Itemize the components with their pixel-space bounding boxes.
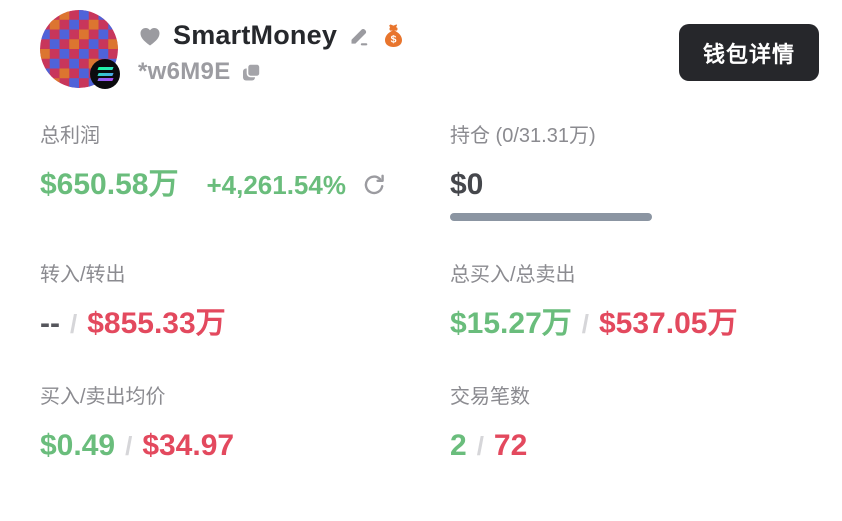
stat-total-buy-sell: 总买入/总卖出 $15.27万 / $537.05万 xyxy=(450,261,819,343)
transfer-in-value: -- xyxy=(40,307,60,340)
transfers-label: 转入/转出 xyxy=(40,264,126,286)
stat-holdings: 持仓 (0/31.31万) $0 xyxy=(450,122,819,221)
avg-price-label: 买入/卖出均价 xyxy=(40,386,166,408)
wallet-name: SmartMoney xyxy=(173,20,338,50)
transfer-out-value: $855.33万 xyxy=(87,307,226,340)
stat-avg-price: 买入/卖出均价 $0.49 / $34.97 xyxy=(40,383,450,465)
buy-trade-count: 2 xyxy=(450,429,467,462)
stat-total-profit: 总利润 $650.58万 +4,261.54% xyxy=(40,122,450,221)
total-buy-sell-label: 总买入/总卖出 xyxy=(450,264,576,286)
edit-pencil-icon[interactable] xyxy=(348,24,371,47)
sell-trade-count: 72 xyxy=(493,429,528,462)
transfers-separator: / xyxy=(69,309,78,339)
total-profit-percent: +4,261.54% xyxy=(206,170,346,200)
wallet-stats-grid: 总利润 $650.58万 +4,261.54% 持仓 (0/31.31万) $0 xyxy=(40,122,819,465)
total-profit-value: $650.58万 xyxy=(40,168,179,201)
wallet-identity: SmartMoney $ *w6M9E xyxy=(138,10,405,86)
trade-count-label: 交易笔数 xyxy=(450,386,530,408)
trade-count-separator: / xyxy=(476,431,484,461)
stat-trade-count: 交易笔数 2 / 72 xyxy=(450,383,819,465)
refresh-icon[interactable] xyxy=(362,173,386,197)
favorite-heart-icon[interactable] xyxy=(138,25,162,47)
avg-sell-price-value: $34.97 xyxy=(142,429,235,462)
total-sell-value: $537.05万 xyxy=(599,307,738,340)
solana-chain-badge-icon xyxy=(90,59,120,89)
stat-transfers: 转入/转出 -- / $855.33万 xyxy=(40,261,450,343)
total-buy-value: $15.27万 xyxy=(450,307,572,340)
holdings-value: $0 xyxy=(450,168,484,201)
total-buy-sell-separator: / xyxy=(581,309,589,339)
svg-text:$: $ xyxy=(391,34,397,46)
wallet-address: *w6M9E xyxy=(138,58,231,85)
wallet-details-button[interactable]: 钱包详情 xyxy=(678,24,819,81)
avg-buy-price-value: $0.49 xyxy=(40,429,116,462)
total-profit-label: 总利润 xyxy=(40,125,100,147)
holdings-label: 持仓 (0/31.31万) xyxy=(450,125,596,147)
money-bag-icon: $ xyxy=(382,23,405,48)
wallet-avatar xyxy=(40,10,120,89)
wallet-header: SmartMoney $ *w6M9E xyxy=(40,10,819,89)
avg-price-separator: / xyxy=(125,431,133,461)
holdings-progress-bar xyxy=(450,213,652,221)
copy-address-icon[interactable] xyxy=(241,62,262,83)
